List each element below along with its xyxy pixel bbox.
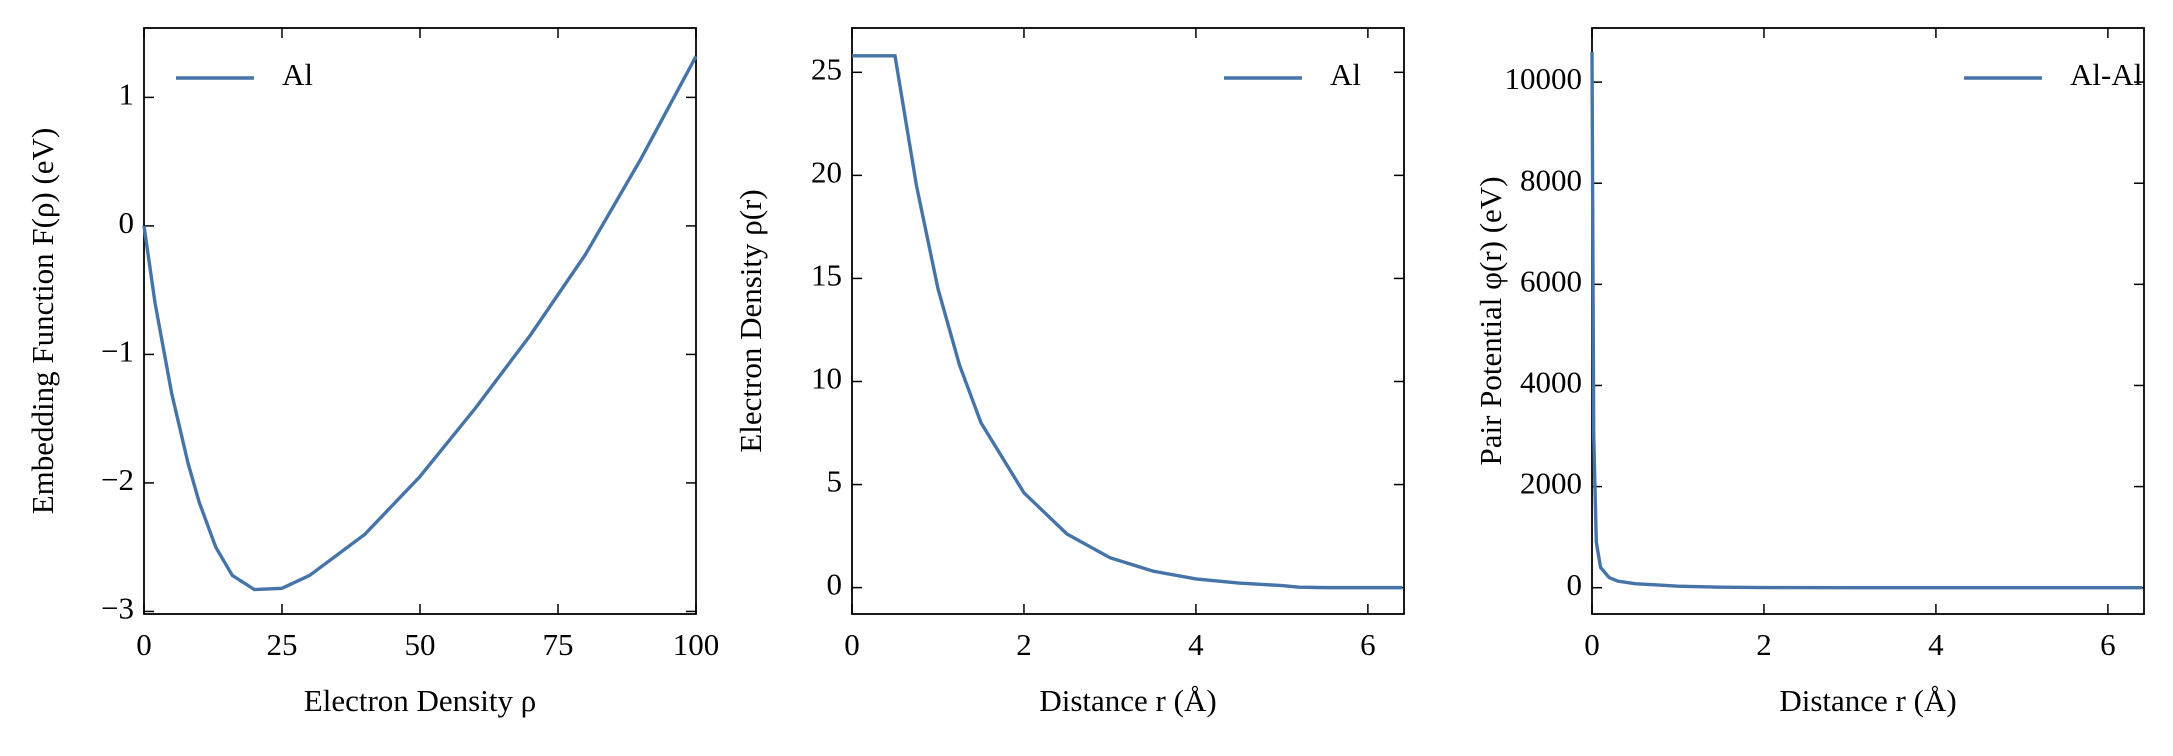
x-tick-label: 2: [1756, 627, 1772, 662]
x-tick-label: 6: [1360, 627, 1376, 662]
x-tick-label: 0: [844, 627, 860, 662]
y-tick-label: 1: [119, 77, 135, 112]
y-axis-label: Pair Potential φ(r) (eV): [1473, 176, 1508, 465]
y-tick-label: 6000: [1520, 263, 1582, 298]
y-tick-label: −1: [101, 334, 134, 369]
y-tick-label: 5: [827, 464, 843, 499]
y-tick-label: 10000: [1505, 61, 1583, 96]
y-tick-label: 25: [811, 51, 842, 86]
y-tick-label: 4000: [1520, 365, 1582, 400]
x-tick-label: 2: [1016, 627, 1032, 662]
y-axis-label: Electron Density ρ(r): [733, 189, 768, 452]
x-tick-label: 0: [136, 627, 152, 662]
x-axis-label: Distance r (Å): [1779, 683, 1956, 718]
data-line: [1590, 51, 2143, 590]
plot-frame: [851, 27, 1405, 615]
y-tick-label: 2000: [1520, 466, 1582, 501]
plot-frame: [1591, 27, 2145, 615]
x-tick-label: 25: [267, 627, 298, 662]
x-tick-label: 100: [673, 627, 720, 662]
x-tick-label: 75: [543, 627, 574, 662]
y-tick-label: 0: [827, 567, 843, 602]
plot-frame: [143, 27, 697, 615]
data-line: [142, 55, 698, 592]
y-axis-label: Embedding Function F(ρ) (eV): [25, 128, 60, 515]
y-tick-label: 0: [119, 205, 135, 240]
y-tick-label: −2: [101, 462, 134, 497]
data-line: [852, 54, 1403, 590]
y-tick-label: 10: [811, 361, 842, 396]
x-axis-label: Distance r (Å): [1039, 683, 1216, 718]
legend-label: Al: [1330, 57, 1361, 92]
y-tick-label: −3: [101, 591, 134, 626]
x-tick-label: 6: [2100, 627, 2116, 662]
y-tick-label: 20: [811, 154, 842, 189]
y-tick-label: 0: [1567, 567, 1583, 602]
y-tick-label: 15: [811, 258, 842, 293]
x-tick-label: 50: [405, 627, 436, 662]
x-tick-label: 4: [1928, 627, 1944, 662]
legend-label: Al: [282, 57, 313, 92]
y-tick-label: 8000: [1520, 162, 1582, 197]
x-tick-label: 0: [1584, 627, 1600, 662]
x-tick-label: 4: [1188, 627, 1204, 662]
legend-label: Al-Al: [2070, 57, 2142, 92]
x-axis-label: Electron Density ρ: [304, 683, 536, 718]
